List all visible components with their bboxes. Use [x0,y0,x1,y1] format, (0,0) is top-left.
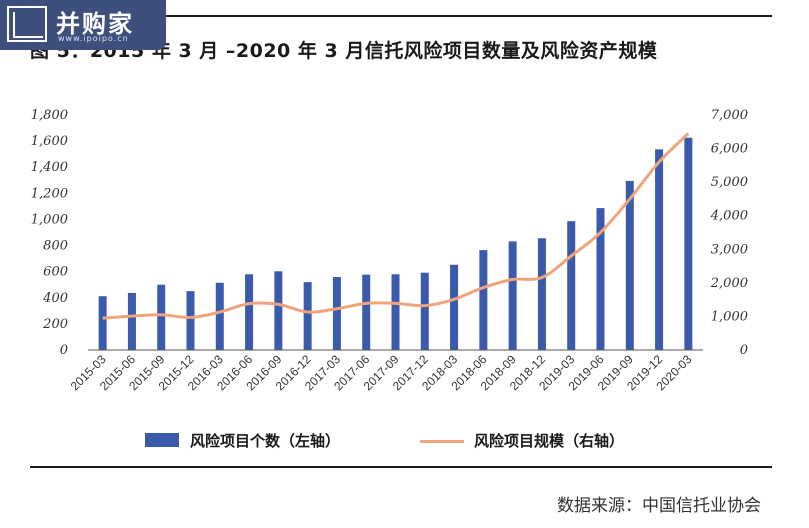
bar [684,137,693,350]
bar [303,282,312,350]
logo-url: www.ipoipo.cn [58,34,129,43]
bar [625,180,634,350]
bar [537,238,546,350]
y-right-tick-label: 5,000 [711,175,748,190]
legend-line-label: 风险项目规模（右轴） [474,432,625,450]
bottom-rule [30,466,772,468]
y-left-tick-label: 0 [60,343,68,358]
legend-line-swatch [420,440,464,443]
y-right-tick-label: 7,000 [711,108,748,123]
y-right-tick-label: 0 [740,343,748,358]
bar [332,277,341,350]
y-right-axis: 0 1,000 2,000 3,000 4,000 5,000 6,000 7,000 [710,108,748,358]
bar [362,274,371,350]
bar [157,284,166,350]
legend-bar-swatch [145,433,179,447]
bar [596,208,605,350]
watermark-logo: 并购家 www.ipoipo.cn [0,0,166,50]
bar [567,221,576,350]
y-right-tick-label: 1,000 [711,309,748,324]
y-left-tick-label: 800 [43,239,68,254]
bar [420,272,429,350]
chart-title: 图 5：2015 年 3 月 –2020 年 3 月信托风险项目数量及风险资产规… [30,40,658,62]
bar [274,271,283,350]
y-right-tick-label: 2,000 [710,276,748,291]
logo-text: 并购家 [56,10,134,38]
y-left-tick-label: 1,000 [31,212,68,227]
y-left-tick-label: 1,200 [31,186,68,201]
x-axis: 2015-032015-062015-092015-122016-032016-… [68,352,695,393]
chart-logo-icon [7,6,47,42]
y-left-tick-label: 1,600 [31,134,68,149]
y-left-axis: 0 200 400 600 800 1,000 1,200 1,400 1,600 1,800 [31,108,68,358]
top-rule [30,15,772,17]
bar [391,274,400,350]
bar [98,296,107,350]
y-right-tick-label: 6,000 [711,142,748,157]
y-left-tick-label: 1,400 [31,160,68,175]
source-note: 数据来源：中国信托业协会 [557,496,761,516]
bar-series [98,137,693,350]
y-right-tick-label: 4,000 [710,209,748,224]
bar [479,250,488,350]
bar [186,291,195,350]
bar [215,282,224,350]
y-left-tick-label: 200 [42,317,68,332]
y-right-tick-label: 3,000 [711,242,748,257]
bar [508,241,517,350]
bar [655,149,664,350]
bar [127,292,136,350]
bar [245,274,254,350]
y-left-tick-label: 1,800 [31,108,68,123]
y-left-tick-label: 400 [42,291,68,306]
line-series [102,132,690,320]
bar [450,264,459,350]
legend-bar-label: 风险项目个数（左轴） [190,432,341,450]
y-left-tick-label: 600 [43,265,68,280]
